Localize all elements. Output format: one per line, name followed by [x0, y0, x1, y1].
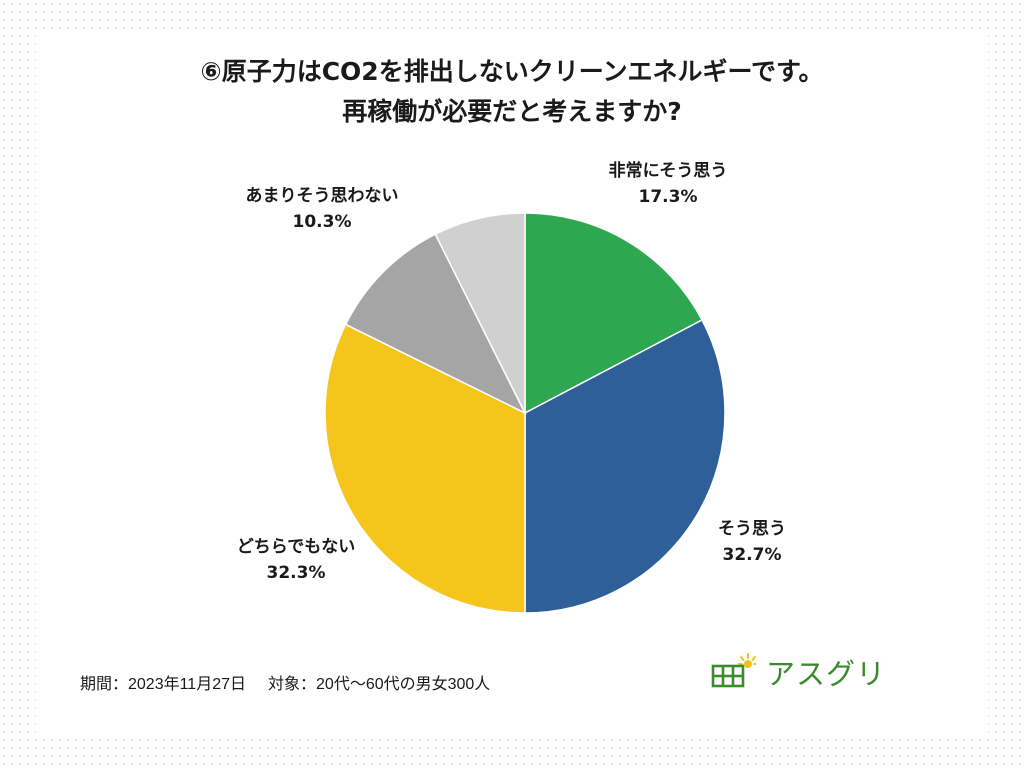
brand-logo-text: アスグリ [766, 657, 887, 691]
slice-label-value: 10.3% [292, 212, 352, 232]
slice-label-value: 17.3% [638, 187, 698, 207]
slice-label-name: 非常にそう思う [608, 161, 728, 181]
pie-slice-1 [524, 318, 726, 614]
slice-label-name: あまりそう思わない [245, 186, 399, 206]
pie-slice-2 [324, 323, 526, 614]
pie-slices [324, 212, 726, 614]
pie-slice-0 [524, 212, 704, 415]
solar-panel-sun-icon [711, 653, 756, 688]
title-line-1: ⑥原子力はCO2を排出しないクリーンエネルギーです。 [200, 57, 824, 86]
slice-label-name: そう思う [718, 519, 786, 539]
pie-slice-4 [434, 212, 526, 414]
survey-target: 対象：20代〜60代の男女300人 [268, 676, 491, 693]
slice-label-agree: そう思う 32.7% [672, 516, 832, 568]
slice-label-value: 32.3% [266, 563, 326, 583]
title-line-2: 再稼働が必要だと考えますか? [342, 97, 682, 126]
slice-label-disagree: あまりそう思わない 10.3% [212, 183, 432, 235]
survey-footer: 期間：2023年11月27日 対象：20代〜60代の男女300人 [80, 670, 490, 694]
chart-title: ⑥原子力はCO2を排出しないクリーンエネルギーです。 再稼働が必要だと考えますか… [36, 52, 988, 132]
brand-logo: アスグリ [708, 652, 886, 692]
pie-slice-3 [344, 233, 527, 415]
slice-label-neutral: どちらでもない 32.3% [196, 534, 396, 586]
slice-label-name: どちらでもない [236, 537, 356, 557]
survey-period: 期間：2023年11月27日 [80, 676, 247, 693]
slice-label-value: 32.7% [722, 545, 782, 565]
slice-label-strongly-agree: 非常にそう思う 17.3% [568, 158, 768, 210]
